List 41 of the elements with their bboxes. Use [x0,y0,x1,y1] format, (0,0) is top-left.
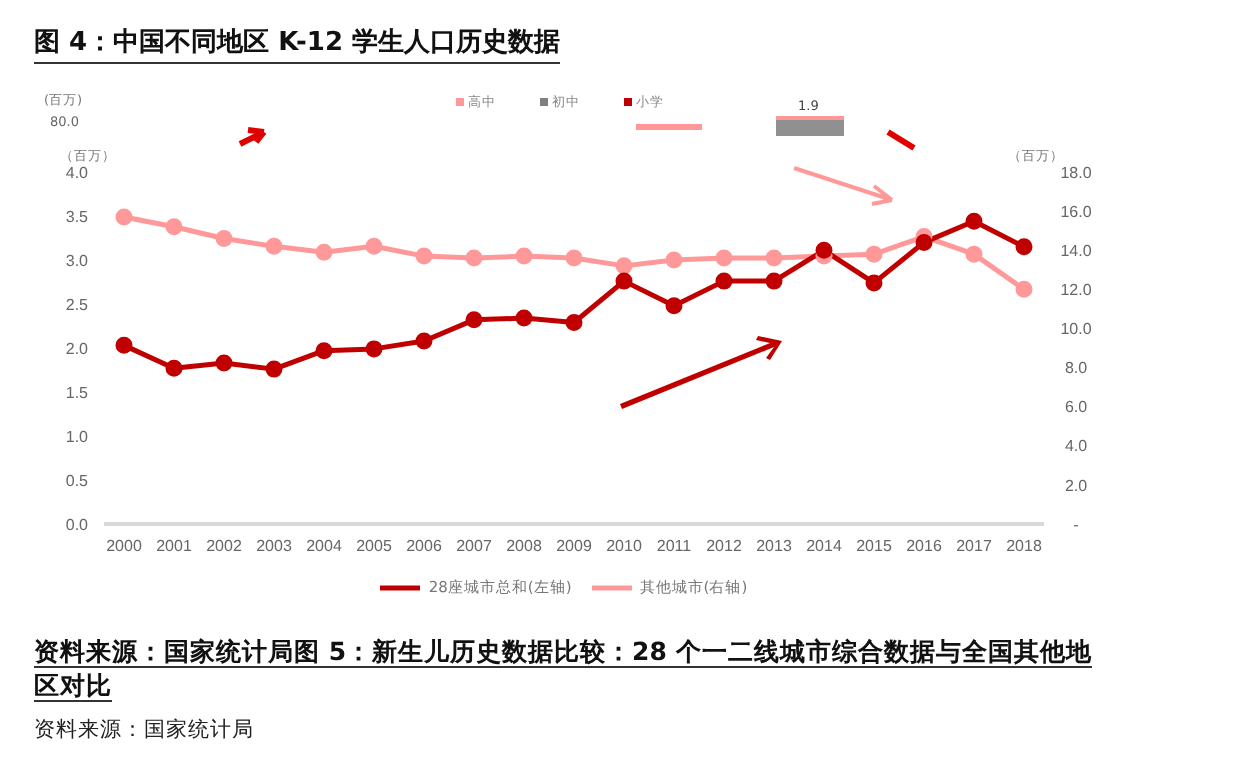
x-tick-label: 2013 [756,537,793,556]
y-tick-label: 3.0 [65,251,90,270]
y2-tick-label: 18.0 [1060,163,1093,182]
x-tick-label: 2002 [206,537,243,556]
x-tick-label: 2007 [456,537,493,556]
x-tick-label: 2015 [856,537,893,556]
y-tick-label: 2.0 [65,339,90,358]
y-tick-label: 3.5 [65,207,90,226]
x-tick-label: 2005 [356,537,393,556]
x-tick-label: 2017 [956,537,993,556]
x-tick-label: 2018 [1006,537,1043,556]
y-tick-label: 0.0 [65,515,90,534]
x-tick-label: 2012 [706,537,743,556]
y2-tick-label: 4.0 [1064,437,1089,456]
y-tick-label: 1.5 [65,383,90,402]
y2-tick-label: 6.0 [1064,398,1089,417]
chart-title: 图 4：中国不同地区 K-12 学生人口历史数据 [34,24,561,64]
y2-tick-label: 14.0 [1060,241,1093,260]
x-tick-label: 2001 [156,537,193,556]
x-tick-label: 2006 [406,537,443,556]
y2-tick-label: 16.0 [1060,202,1093,221]
y-tick-label: 4.0 [65,163,90,182]
y2-tick-label: 8.0 [1064,359,1089,378]
x-tick-label: 2014 [806,537,843,556]
y2-tick-label: 2.0 [1064,476,1089,495]
x-tick-label: 2011 [656,537,693,556]
y-tick-label: 2.5 [65,295,90,314]
x-tick-label: 2009 [556,537,593,556]
x-tick-label: 2004 [306,537,343,556]
text: 资料来源：国家统计局 [34,716,254,744]
x-tick-label: 2010 [606,537,643,556]
y-tick-label: 1.0 [65,427,90,446]
y2-tick-label: - [1073,515,1080,534]
y2-tick-label: 12.0 [1060,281,1093,300]
x-tick-label: 2008 [506,537,543,556]
y2-tick-label: 10.0 [1060,320,1093,339]
x-tick-label: 2003 [256,537,293,556]
text: 资料来源：国家统计局 [34,636,294,666]
x-tick-label: 2000 [106,537,143,556]
y-tick-label: 0.5 [65,471,90,490]
x-tick-label: 2016 [906,537,943,556]
